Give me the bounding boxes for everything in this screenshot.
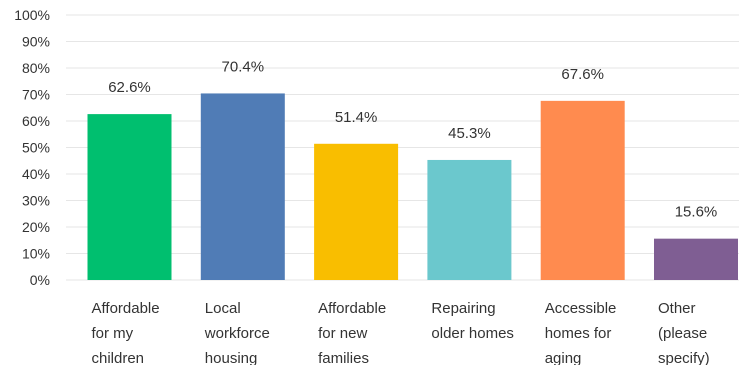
y-tick-label: 90% [22,34,50,50]
y-tick-label: 0% [30,272,50,288]
category-label: families [318,350,369,365]
category-label: older homes [431,325,514,342]
y-tick-label: 40% [22,166,50,182]
value-labels: 62.6% 70.4% 51.4% 45.3% 67.6% 15.6% [108,58,717,220]
category-label: Affordable [318,300,386,317]
y-tick-label: 70% [22,87,50,103]
category-label: homes for [545,325,612,342]
bar [200,93,285,280]
category-label: Other [658,300,696,317]
bar-value-label: 15.6% [675,204,718,221]
bar [87,114,172,280]
category-labels: Affordable for my children Local workforce ho… [92,300,710,365]
bar-value-label: 62.6% [108,79,151,96]
category-label: Accessible [545,300,617,317]
category-label: workforce [204,325,270,342]
bar-value-label: 45.3% [448,125,491,142]
y-tick-label: 20% [22,219,50,235]
bars [87,93,738,280]
y-tick-label: 80% [22,60,50,76]
bar [540,100,625,280]
category-label: (please [658,325,707,342]
category-label: children [92,350,145,365]
category-label: for my [92,325,134,342]
y-tick-label: 10% [22,246,50,262]
bar-value-label: 51.4% [335,109,378,126]
category-label: Repairing [431,300,495,317]
y-tick-label: 60% [22,113,50,129]
y-tick-label: 30% [22,193,50,209]
y-axis-ticks: 0% 10% 20% 30% 40% 50% 60% 70% 80% 90% 100% [14,7,50,288]
y-tick-label: 50% [22,140,50,156]
gridlines [66,14,739,281]
bar [427,159,512,280]
category-label: specify) [658,350,710,365]
category-label: Affordable [92,300,160,317]
category-label: Local [205,300,241,317]
bar-value-label: 67.6% [561,66,604,83]
bar [314,143,399,280]
bar [654,238,738,280]
category-label: aging [545,350,582,365]
y-tick-label: 100% [14,7,50,23]
category-label: for new [318,325,367,342]
bar-value-label: 70.4% [222,58,265,75]
category-label: housing [205,350,258,365]
